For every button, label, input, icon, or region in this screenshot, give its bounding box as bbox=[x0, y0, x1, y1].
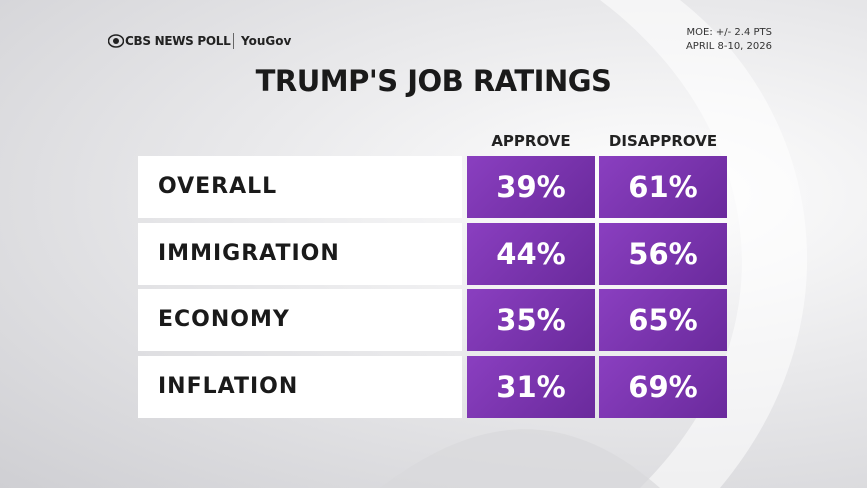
partner: YouGov bbox=[241, 34, 292, 48]
separator bbox=[233, 33, 234, 49]
poll-dates: APRIL 8-10, 2026 bbox=[685, 41, 772, 52]
column-header: DISAPPROVE bbox=[608, 132, 718, 150]
rating-cell: 35% bbox=[467, 289, 595, 351]
rating-cell: 39% bbox=[467, 156, 595, 218]
brand: CBS NEWS POLL bbox=[125, 34, 231, 48]
rating-cell: 56% bbox=[599, 222, 727, 285]
margin-of-error: MOE: +/- 2.4 PTS bbox=[686, 27, 772, 38]
row-label: ECONOMY bbox=[138, 289, 462, 351]
cbs-eye-logo bbox=[108, 34, 124, 48]
column-header: APPROVE bbox=[491, 132, 571, 150]
rating-cell: 69% bbox=[599, 355, 727, 418]
rating-cell: 44% bbox=[467, 222, 595, 285]
row-label: OVERALL bbox=[138, 156, 462, 218]
rating-cell: 61% bbox=[599, 156, 727, 218]
row-label: INFLATION bbox=[138, 355, 462, 418]
rating-cell: 31% bbox=[467, 355, 595, 418]
title: TRUMP'S JOB RATINGS bbox=[255, 64, 612, 98]
row-label: IMMIGRATION bbox=[138, 222, 462, 285]
rating-cell: 65% bbox=[599, 289, 727, 351]
